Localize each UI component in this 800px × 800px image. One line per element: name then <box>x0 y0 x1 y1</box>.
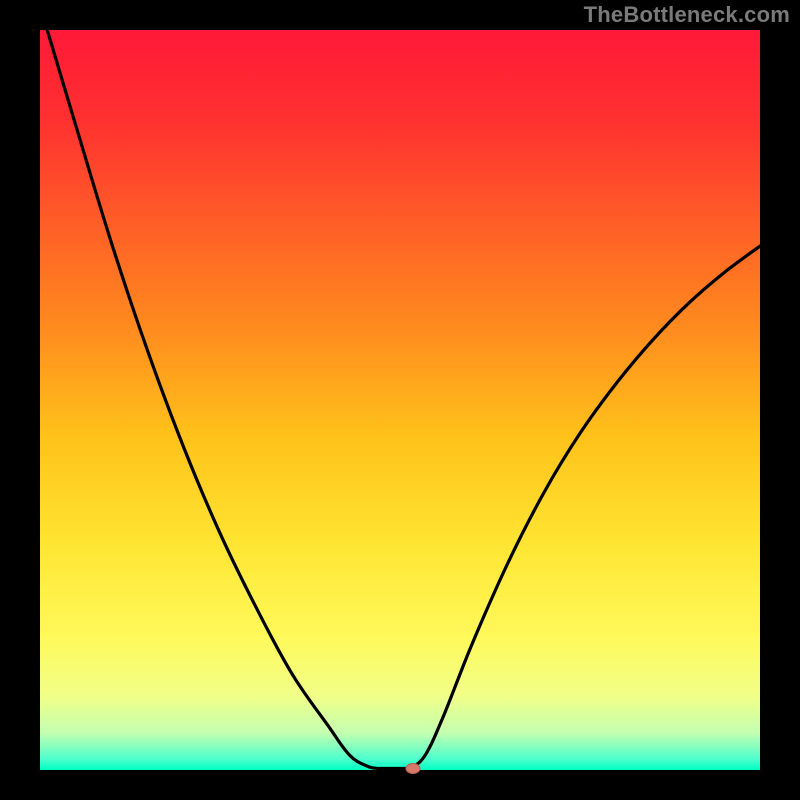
chart-root: TheBottleneck.com <box>0 0 800 800</box>
watermark-text: TheBottleneck.com <box>584 2 790 28</box>
plot-gradient-background <box>40 30 760 770</box>
bottleneck-chart <box>0 0 800 800</box>
optimal-point-marker <box>406 764 420 774</box>
